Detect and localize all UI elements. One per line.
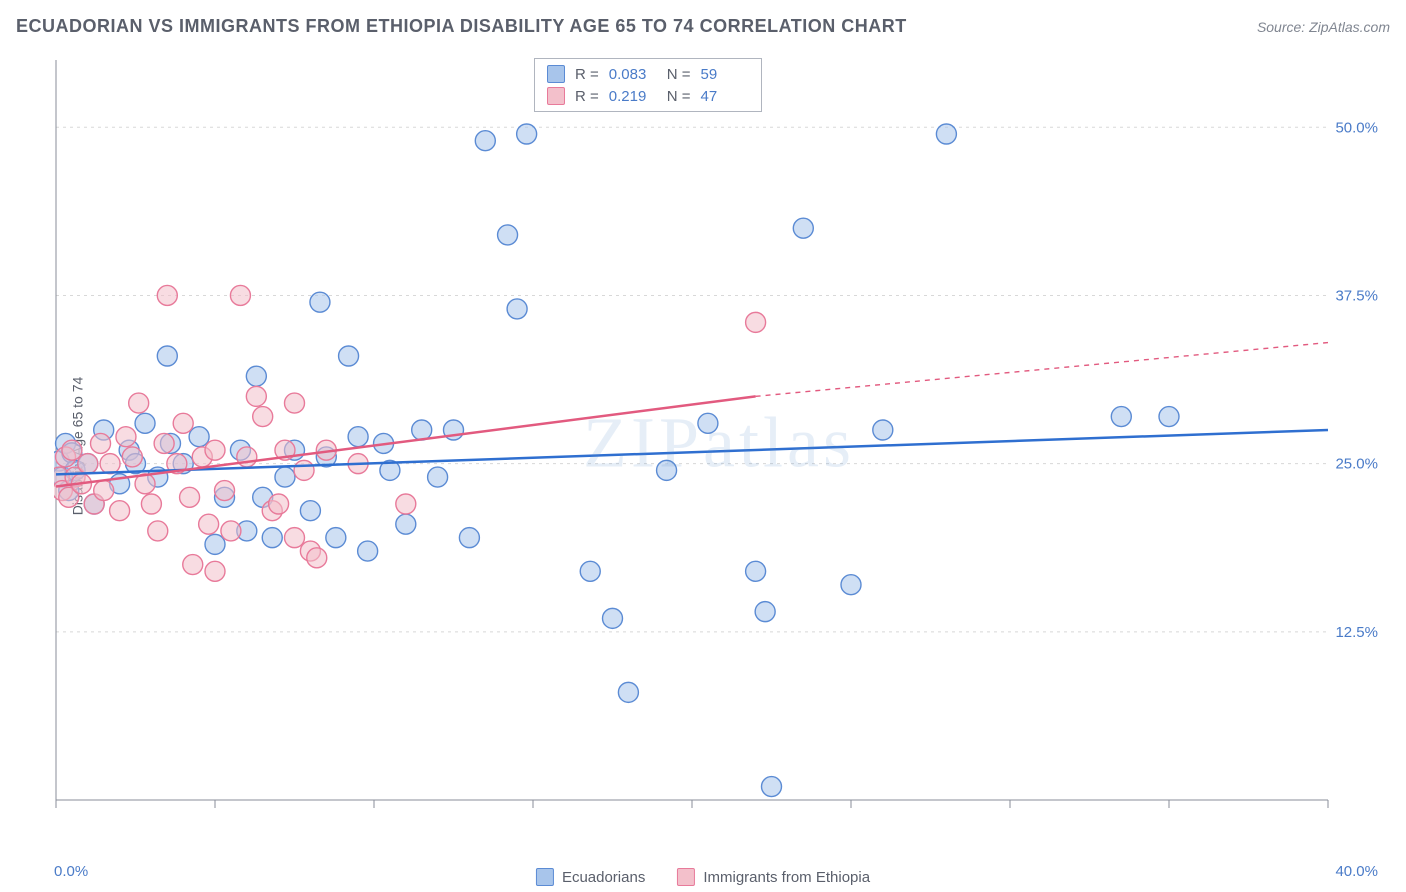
data-point [157,285,177,305]
stats-row: R = 0.219 N = 47 [535,85,761,107]
data-point [180,487,200,507]
data-point [221,521,241,541]
stat-n-value: 59 [701,66,749,83]
data-point [339,346,359,366]
data-point [78,454,98,474]
data-point [507,299,527,319]
data-point [246,366,266,386]
data-point [285,528,305,548]
data-point [698,413,718,433]
data-point [135,413,155,433]
data-point [1159,407,1179,427]
data-point [199,514,219,534]
data-point [275,467,295,487]
y-tick-label: 12.5% [1335,624,1378,641]
data-point [205,561,225,581]
data-point [580,561,600,581]
chart-header: ECUADORIAN VS IMMIGRANTS FROM ETHIOPIA D… [16,16,1390,37]
stat-r-value: 0.219 [609,88,657,105]
trend-line-extrapolated [756,343,1328,397]
data-point [307,548,327,568]
data-point [189,427,209,447]
series-swatch [677,868,695,886]
data-point [459,528,479,548]
data-point [205,440,225,460]
data-point [173,413,193,433]
stat-label: N = [667,88,691,105]
y-tick-label: 50.0% [1335,119,1378,136]
y-tick-label: 25.0% [1335,456,1378,473]
data-point [285,393,305,413]
data-point [746,312,766,332]
stats-row: R = 0.083 N = 59 [535,63,761,85]
data-point [841,575,861,595]
data-point [94,481,114,501]
data-point [396,494,416,514]
stat-r-value: 0.083 [609,66,657,83]
data-point [129,393,149,413]
data-point [269,494,289,514]
data-point [294,460,314,480]
data-point [183,555,203,575]
data-point [428,467,448,487]
series-swatch [547,87,565,105]
data-point [746,561,766,581]
data-point [91,433,111,453]
stat-label: R = [575,66,599,83]
data-point [755,602,775,622]
data-point [310,292,330,312]
data-point [498,225,518,245]
stat-label: N = [667,66,691,83]
series-swatch [547,65,565,83]
data-point [205,534,225,554]
data-point [936,124,956,144]
data-point [657,460,677,480]
stat-n-value: 47 [701,88,749,105]
data-point [873,420,893,440]
data-point [358,541,378,561]
legend-item: Immigrants from Ethiopia [677,868,870,886]
data-point [348,427,368,447]
data-point [122,447,142,467]
data-point [1111,407,1131,427]
data-point [110,501,130,521]
chart-title: ECUADORIAN VS IMMIGRANTS FROM ETHIOPIA D… [16,16,907,37]
data-point [148,521,168,541]
data-point [326,528,346,548]
data-point [154,433,174,453]
correlation-stats-box: R = 0.083 N = 59 R = 0.219 N = 47 [534,58,762,112]
y-tick-label: 37.5% [1335,287,1378,304]
data-point [62,440,82,460]
data-point [230,285,250,305]
data-point [412,420,432,440]
x-axis-max-label: 40.0% [1335,863,1378,880]
data-point [253,407,273,427]
x-axis-min-label: 0.0% [54,863,88,880]
legend-item: Ecuadorians [536,868,645,886]
legend: Ecuadorians Immigrants from Ethiopia [536,868,870,886]
data-point [517,124,537,144]
chart-plot-area: 12.5%25.0%37.5%50.0% ZIPatlas R =0.083N … [54,58,1384,828]
legend-label: Ecuadorians [562,869,645,886]
data-point [475,131,495,151]
data-point [618,682,638,702]
scatter-svg: 12.5% 25.0% 37.5% 50.0% [54,58,1384,828]
chart-source: Source: ZipAtlas.com [1257,19,1390,35]
data-point [262,528,282,548]
data-point [396,514,416,534]
stat-label: R = [575,88,599,105]
series-swatch [536,868,554,886]
data-point [215,481,235,501]
data-point [157,346,177,366]
data-point [300,501,320,521]
data-point [100,454,120,474]
legend-label: Immigrants from Ethiopia [703,869,870,886]
data-point [246,386,266,406]
data-point [793,218,813,238]
data-point [116,427,136,447]
data-point [762,777,782,797]
data-point [141,494,161,514]
data-point [603,608,623,628]
